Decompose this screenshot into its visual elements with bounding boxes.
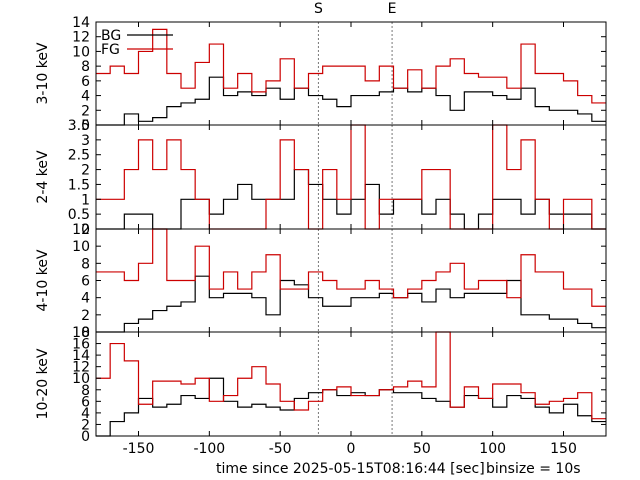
panel-frames-layer: [95, 21, 607, 437]
y-tick-label-panel-3: 10: [72, 239, 90, 255]
y-tick-label-panel-3: 8: [81, 256, 90, 272]
y-tick-label-panel-4: 18: [72, 325, 90, 341]
y-tick-label-panel-4: 16: [72, 337, 90, 353]
y-tick-label-panel-1: 2: [81, 103, 90, 119]
y-tick-label-panel-2: 2.5: [68, 148, 90, 164]
y-tick-label-panel-4: 4: [81, 406, 90, 422]
series-fg-panel-2: [96, 124, 606, 230]
y-tick-label-panel-4: 2: [81, 417, 90, 433]
y-axis-label-panel-1: 3-10 keV: [35, 42, 51, 104]
y-tick-label-panel-2: 0: [81, 222, 90, 238]
y-tick-label-panel-2: 2: [81, 163, 90, 179]
series-fg-panel-1: [96, 28, 606, 104]
y-tick-label-panel-3: 6: [81, 274, 90, 290]
y-tick-label-panel-4: 12: [72, 360, 90, 376]
series-layer: [96, 28, 606, 437]
y-tick-label-panel-4: 8: [81, 383, 90, 399]
y-tick-label-panel-2: 1.5: [68, 177, 90, 193]
series-bg-panel-1: [96, 76, 606, 126]
y-tick-label-panel-1: 14: [72, 15, 90, 31]
x-tick-label: -50: [269, 441, 292, 457]
legend-label-fg: FG: [101, 42, 120, 58]
x-tick-label: 150: [550, 441, 577, 457]
marker-label-s: S: [314, 1, 323, 17]
y-tick-label-panel-4: 6: [81, 394, 90, 410]
y-tick-label-panel-2: 0.5: [68, 207, 90, 223]
x-tick-label: -150: [123, 441, 155, 457]
y-tick-label-panel-1: 6: [81, 74, 90, 90]
legend-label-bg: BG: [101, 28, 121, 44]
y-tick-label-panel-4: 0: [81, 429, 90, 445]
x-tick-label: 0: [347, 441, 356, 457]
y-tick-label-panel-4: 14: [72, 348, 90, 364]
x-tick-label: 50: [413, 441, 431, 457]
panel-frame-4: [95, 331, 607, 437]
x-axis-label: time since 2025-05-15T08:16:44 [sec]: [216, 461, 485, 477]
y-tick-label-panel-3: 2: [81, 308, 90, 324]
series-bg-panel-3: [96, 275, 606, 333]
y-tick-label-panel-4: 10: [72, 371, 90, 387]
marker-lines-layer: [317, 22, 393, 436]
y-tick-label-panel-2: 3: [81, 133, 90, 149]
y-tick-label-panel-1: 8: [81, 59, 90, 75]
y-axis-label-panel-4: 10-20 keV: [35, 348, 51, 419]
x-tick-label: 100: [479, 441, 506, 457]
y-tick-label-panel-1: 10: [72, 44, 90, 60]
marker-label-e: E: [388, 1, 397, 17]
y-tick-label-panel-1: 12: [72, 30, 90, 46]
binsize-label: binsize = 10s: [486, 461, 581, 477]
y-tick-label-panel-2: 1: [81, 192, 90, 208]
y-axis-label-panel-2: 2-4 keV: [35, 150, 51, 204]
y-tick-label-panel-2: 3.5: [68, 118, 90, 134]
y-axis-label-panel-3: 4-10 keV: [35, 249, 51, 311]
y-tick-label-panel-3: 0: [81, 325, 90, 341]
x-tick-label: -100: [193, 441, 225, 457]
y-tick-label-panel-3: 12: [72, 222, 90, 238]
y-tick-label-panel-1: 0: [81, 118, 90, 134]
y-tick-label-panel-3: 4: [81, 291, 90, 307]
series-fg-panel-3: [96, 228, 606, 307]
y-tick-label-panel-1: 4: [81, 89, 90, 105]
series-fg-panel-4: [96, 331, 606, 420]
